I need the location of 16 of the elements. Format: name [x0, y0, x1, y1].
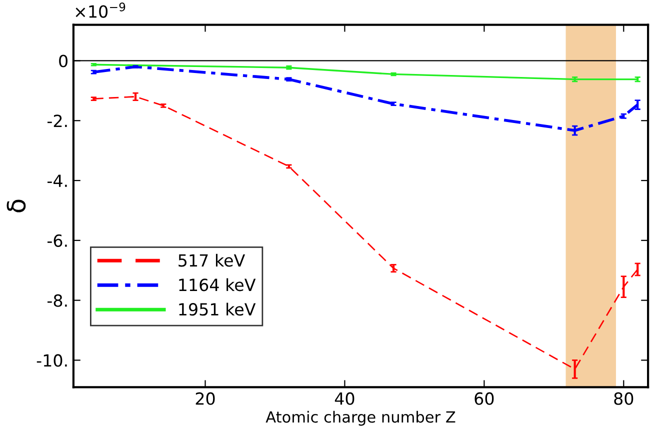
legend-label: 517 keV: [178, 254, 246, 267]
legend-label: 1951 keV: [179, 302, 256, 316]
y-tick-label: -2.: [47, 114, 67, 127]
y-tick-label: -6.: [47, 234, 67, 247]
legend-label: 1164 keV: [179, 278, 256, 292]
x-tick-label: 20: [196, 392, 215, 405]
y-tick-label: -10.: [36, 354, 67, 367]
text: ×10$^{−9}$: [76, 2, 126, 18]
y-tick-label: -4.: [47, 174, 67, 187]
x-tick-label: 80: [614, 392, 634, 405]
x-axis-title: Atomic charge number Z: [266, 410, 456, 426]
y-tick-label: 0: [59, 54, 68, 68]
y-tick-label: -8.: [47, 294, 67, 307]
x-tick-label: 60: [474, 392, 494, 405]
x-tick-label: 40: [334, 392, 354, 405]
y-axis-title: δ: [6, 200, 26, 212]
